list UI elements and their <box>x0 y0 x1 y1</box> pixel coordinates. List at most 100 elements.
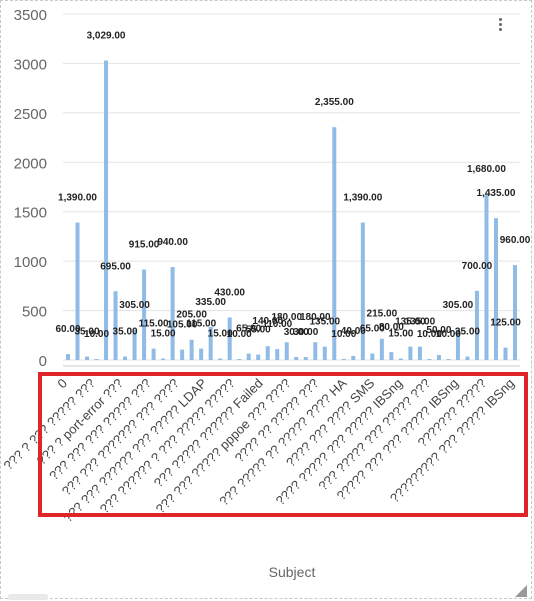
x-axis-title: Subject <box>269 564 316 580</box>
data-label: 700.00 <box>462 261 493 272</box>
bar[interactable] <box>75 222 80 360</box>
data-label: 15.00 <box>388 329 413 340</box>
data-label: 2,355.00 <box>315 97 354 108</box>
bar[interactable] <box>313 342 318 360</box>
bar[interactable] <box>360 222 365 360</box>
bar[interactable] <box>351 356 356 360</box>
y-tick-label: 2000 <box>14 155 47 172</box>
bar[interactable] <box>199 348 204 360</box>
bars <box>66 60 517 361</box>
bar[interactable] <box>446 359 451 360</box>
data-label: 205.00 <box>176 310 207 321</box>
bar[interactable] <box>265 346 270 360</box>
data-label: 65.00 <box>360 324 385 335</box>
bar[interactable] <box>161 358 166 360</box>
bar[interactable] <box>493 218 498 360</box>
bar[interactable] <box>218 358 223 360</box>
bar[interactable] <box>303 357 308 360</box>
bar[interactable] <box>398 358 403 360</box>
data-label: 30.00 <box>284 327 309 338</box>
data-label: 125.00 <box>490 318 521 329</box>
bar[interactable] <box>294 357 299 360</box>
y-axis-ticks: 0 500 1000 1500 2000 2500 3000 3500 <box>14 7 47 370</box>
data-label: 10.00 <box>227 329 252 340</box>
data-label: 35.00 <box>455 327 480 338</box>
bar[interactable] <box>436 355 441 360</box>
bar[interactable] <box>389 352 394 360</box>
bar[interactable] <box>227 317 232 360</box>
data-label: 430.00 <box>214 287 245 298</box>
data-label: 1,390.00 <box>58 193 97 204</box>
data-label: 335.00 <box>195 297 226 308</box>
bar[interactable] <box>275 349 280 360</box>
y-tick-label: 1000 <box>14 254 47 271</box>
data-label: 960.00 <box>500 235 531 246</box>
data-label: 135.00 <box>405 317 436 328</box>
data-label: 215.00 <box>367 309 398 320</box>
bar[interactable] <box>332 127 337 360</box>
bar[interactable] <box>379 338 384 360</box>
bar[interactable] <box>66 354 70 360</box>
scrollbar-tab[interactable] <box>8 594 48 600</box>
data-label: 180.00 <box>300 312 331 323</box>
bar[interactable] <box>427 359 432 360</box>
bar[interactable] <box>123 356 128 360</box>
y-tick-label: 1500 <box>14 205 47 222</box>
data-label: 60.00 <box>55 324 80 335</box>
y-tick-label: 0 <box>39 353 47 370</box>
bar[interactable] <box>408 346 413 360</box>
data-label: 180.00 <box>271 312 302 323</box>
bar[interactable] <box>284 342 289 360</box>
data-label: 135.00 <box>309 317 340 328</box>
data-label: 15.00 <box>151 329 176 340</box>
data-label: 10.00 <box>436 329 461 340</box>
y-tick-label: 500 <box>22 304 47 321</box>
bar[interactable] <box>142 269 147 360</box>
bar[interactable] <box>104 60 109 361</box>
bar[interactable] <box>417 346 422 360</box>
bar[interactable] <box>189 339 194 360</box>
data-label: 3,029.00 <box>87 31 126 42</box>
bar[interactable] <box>151 348 156 360</box>
bar[interactable] <box>237 359 242 360</box>
bar[interactable] <box>503 347 508 360</box>
vertical-ellipsis-icon[interactable] <box>494 14 506 34</box>
bar[interactable] <box>94 359 99 360</box>
data-label: 110.00 <box>262 319 292 330</box>
data-label: 115.00 <box>139 319 169 330</box>
bar[interactable] <box>341 359 346 360</box>
bar[interactable] <box>85 356 90 360</box>
data-label: 1,390.00 <box>343 193 382 204</box>
data-label: 10.00 <box>417 329 442 340</box>
bar[interactable] <box>513 265 517 360</box>
data-label: 135.00 <box>395 317 426 328</box>
bar[interactable] <box>113 291 118 360</box>
bar[interactable] <box>322 346 327 360</box>
data-label: 140.00 <box>252 316 283 327</box>
bar[interactable] <box>474 290 479 360</box>
data-label: 105.00 <box>167 320 198 331</box>
bar[interactable] <box>256 354 261 360</box>
bar[interactable] <box>455 329 460 360</box>
y-tick-label: 3500 <box>14 7 47 24</box>
data-label: 1,680.00 <box>467 164 506 175</box>
data-label: 35.00 <box>113 327 138 338</box>
bar[interactable] <box>132 329 137 360</box>
gridlines <box>63 13 520 367</box>
data-label: 915.00 <box>129 240 160 251</box>
data-label: 695.00 <box>100 261 131 272</box>
bar[interactable] <box>208 326 213 360</box>
bar[interactable] <box>180 349 185 360</box>
data-label: 115.00 <box>186 319 216 330</box>
data-label: 15.00 <box>208 329 233 340</box>
bar[interactable] <box>370 353 375 360</box>
bar[interactable] <box>484 193 489 360</box>
data-label: 10.00 <box>331 329 356 340</box>
data-label: 35.00 <box>75 327 100 338</box>
resize-grip-icon[interactable] <box>515 585 527 597</box>
bar[interactable] <box>170 267 175 360</box>
bar[interactable] <box>246 353 251 360</box>
bar[interactable] <box>465 356 470 360</box>
data-label: 55.00 <box>246 325 271 336</box>
